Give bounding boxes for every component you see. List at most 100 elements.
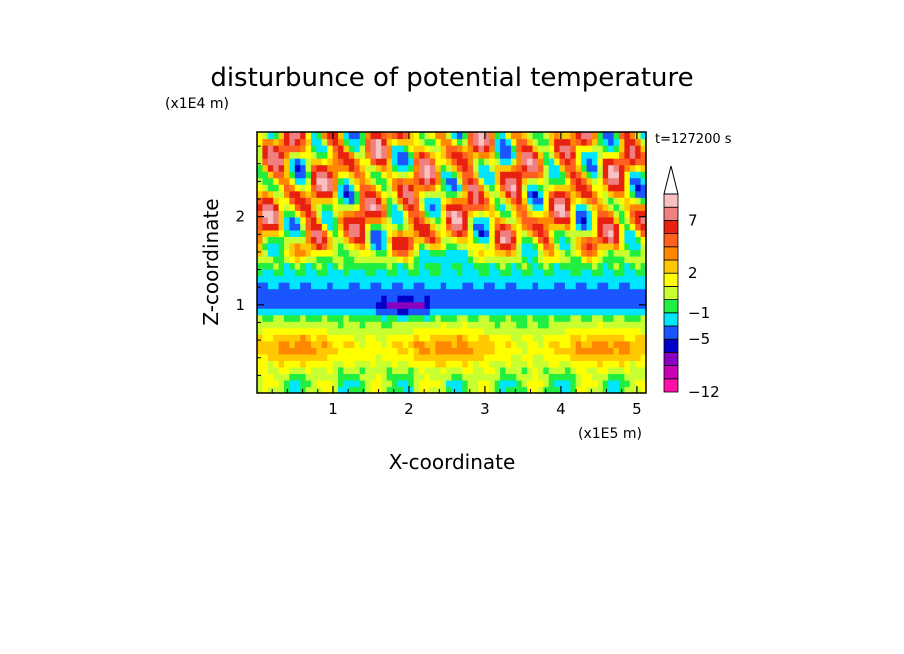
field-cell <box>316 190 323 198</box>
field-cell <box>305 295 312 303</box>
field-cell <box>348 262 355 270</box>
field-cell <box>397 236 404 244</box>
field-cell <box>348 282 355 290</box>
field-cell <box>408 210 415 218</box>
field-cell <box>311 366 318 375</box>
field-cell <box>348 373 355 381</box>
field-cell <box>316 223 323 231</box>
field-cell <box>375 269 382 277</box>
field-cell <box>451 216 458 224</box>
field-cell <box>489 327 496 335</box>
field-cell <box>392 353 399 361</box>
field-cell <box>581 334 588 342</box>
field-cell <box>338 216 345 224</box>
field-cell <box>494 327 501 335</box>
field-cell <box>289 210 296 218</box>
field-cell <box>510 171 517 179</box>
field-cell <box>343 314 350 322</box>
field-cell <box>446 301 453 309</box>
field-cell <box>575 366 582 375</box>
field-cell <box>354 353 361 361</box>
field-cell <box>262 321 269 329</box>
field-cell <box>305 151 312 159</box>
field-cell <box>537 386 544 394</box>
field-cell <box>559 334 566 342</box>
field-cell <box>267 269 274 277</box>
field-cell <box>516 151 523 159</box>
field-cell <box>516 353 523 361</box>
field-cell <box>392 327 399 335</box>
field-cell <box>257 379 264 388</box>
field-cell <box>402 321 409 329</box>
field-cell <box>510 242 517 251</box>
field-cell <box>338 366 345 375</box>
field-cell <box>537 197 544 205</box>
field-cell <box>510 386 517 394</box>
field-cell <box>289 347 296 355</box>
field-cell <box>435 216 442 224</box>
field-cell <box>365 171 372 179</box>
field-cell <box>381 282 388 290</box>
field-cell <box>548 340 555 348</box>
field-cell <box>467 145 474 153</box>
field-cell <box>446 229 453 237</box>
colorbar-segment <box>663 272 679 287</box>
field-cell <box>543 236 550 244</box>
field-cell <box>354 321 361 329</box>
field-cell <box>516 321 523 329</box>
field-cell <box>489 334 496 342</box>
field-cell <box>311 379 318 388</box>
field-cell <box>294 366 301 375</box>
field-cell <box>548 171 555 179</box>
field-cell <box>311 347 318 355</box>
field-cell <box>586 386 593 394</box>
field-cell <box>413 334 420 342</box>
field-cell <box>359 203 366 211</box>
field-cell <box>446 275 453 283</box>
field-cell <box>597 308 604 316</box>
field-cell <box>354 373 361 381</box>
field-cell <box>554 321 561 329</box>
field-cell <box>300 295 307 303</box>
field-cell <box>473 249 480 257</box>
field-cell <box>554 275 561 283</box>
field-cell <box>548 216 555 224</box>
field-cell <box>273 177 280 185</box>
field-cell <box>365 203 372 211</box>
field-cell <box>554 295 561 303</box>
field-cell <box>305 301 312 309</box>
field-cell <box>521 145 528 153</box>
field-cell <box>424 275 431 283</box>
field-cell <box>521 132 528 140</box>
field-cell <box>386 282 393 290</box>
field-cell <box>624 288 631 296</box>
field-cell <box>489 138 496 146</box>
field-cell <box>613 334 620 342</box>
field-cell <box>613 190 620 198</box>
field-cell <box>489 386 496 394</box>
field-cell <box>510 366 517 375</box>
field-cell <box>527 216 534 224</box>
field-cell <box>381 353 388 361</box>
field-cell <box>456 197 463 205</box>
field-cell <box>483 373 490 381</box>
field-cell <box>284 327 291 335</box>
field-cell <box>575 295 582 303</box>
field-cell <box>327 190 334 198</box>
field-cell <box>602 334 609 342</box>
field-cell <box>429 229 436 237</box>
field-cell <box>348 321 355 329</box>
field-cell <box>640 236 647 244</box>
field-cell <box>359 151 366 159</box>
field-cell <box>494 203 501 211</box>
field-cell <box>575 360 582 368</box>
field-cell <box>424 288 431 296</box>
field-cell <box>435 132 442 140</box>
field-cell <box>311 255 318 264</box>
field-cell <box>635 386 642 394</box>
field-cell <box>473 177 480 185</box>
field-cell <box>408 353 415 361</box>
field-cell <box>435 138 442 146</box>
field-cell <box>370 269 377 277</box>
